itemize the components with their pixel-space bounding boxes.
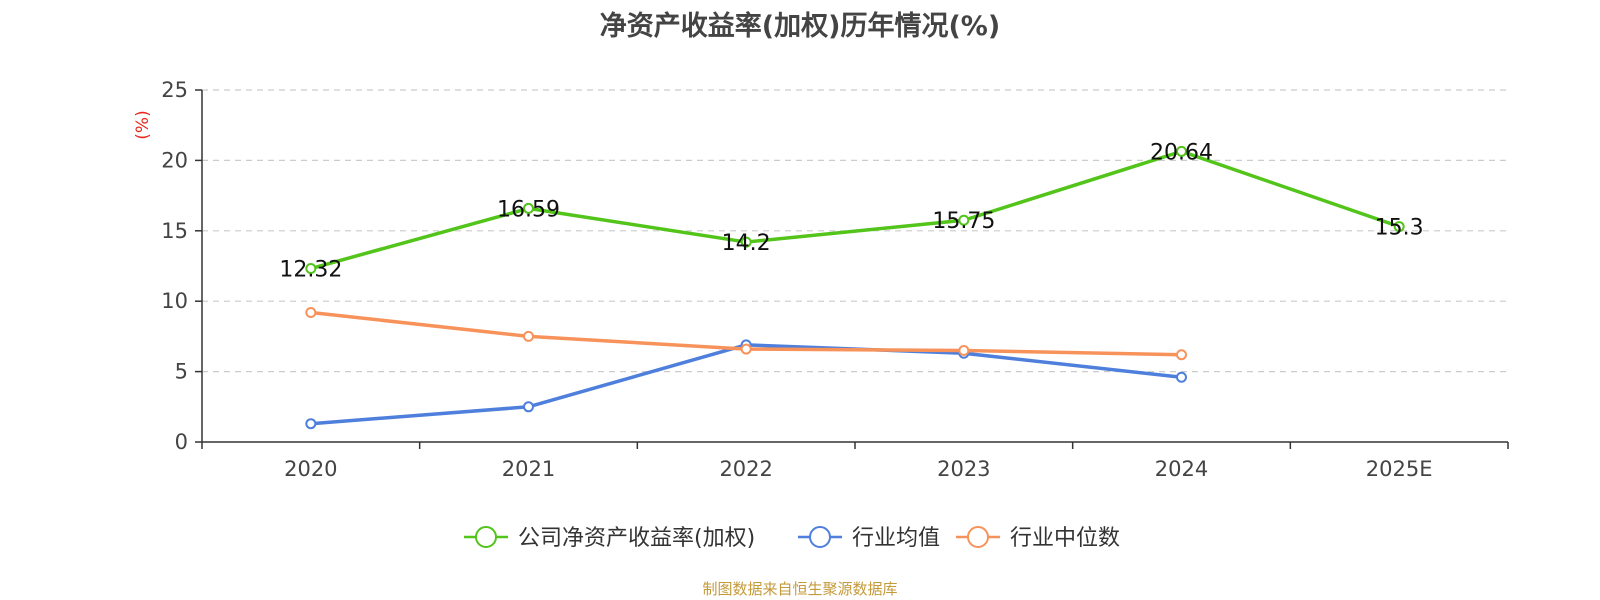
chart-title: 净资产收益率(加权)历年情况(%) (599, 11, 1001, 42)
legend-item-3[interactable]: 行业中位数 (956, 526, 1120, 551)
x-tick-label: 2023 (937, 457, 990, 481)
y-tick-label: 10 (161, 289, 188, 313)
y-tick-label: 15 (161, 219, 188, 243)
legend-circle-icon (809, 526, 831, 548)
x-tick-label: 2025E (1366, 457, 1433, 481)
axis-layer: 0 5 10 15 20 25 (%) 2020 2021 2022 2023 2024 2025E (133, 78, 1509, 481)
data-point (1176, 145, 1187, 157)
data-point (958, 344, 970, 356)
series-line-2 (310, 343, 1182, 426)
data-point (1176, 371, 1187, 383)
y-axis-label: (%) (133, 110, 153, 139)
data-point (305, 263, 317, 275)
data-point (523, 401, 534, 413)
y-tick-label: 0 (175, 430, 188, 454)
legend-circle-icon (475, 526, 497, 548)
data-label: 16.59 (497, 197, 560, 222)
x-tick-label: 2022 (719, 457, 772, 481)
legend-circle-icon (967, 526, 989, 548)
label-layer: 12.32 16.59 14.2 15.75 20.64 15.3 (279, 140, 1423, 282)
data-point (740, 236, 752, 248)
legend-label: 行业中位数 (1010, 526, 1120, 551)
x-tick-label: 2020 (284, 457, 337, 481)
data-label: 14.2 (722, 231, 771, 256)
data-point (523, 330, 534, 342)
legend-label: 行业均值 (852, 526, 940, 551)
legend-item-1[interactable]: 公司净资产收益率(加权) (464, 526, 755, 551)
y-tick-label: 5 (175, 360, 188, 384)
source-note: 制图数据来自恒生聚源数据库 (702, 580, 898, 598)
y-tick-label: 20 (161, 148, 188, 172)
data-label: 12.32 (279, 258, 342, 283)
legend-item-2[interactable]: 行业均值 (798, 526, 940, 551)
data-point (305, 306, 317, 318)
series-layer (305, 145, 1405, 430)
x-tick-label: 2021 (502, 457, 555, 481)
data-point (305, 418, 317, 430)
data-point (1176, 349, 1187, 361)
data-label: 15.3 (1375, 216, 1424, 241)
data-label: 15.75 (932, 209, 995, 234)
data-label: 20.64 (1150, 140, 1213, 165)
x-tick-label: 2024 (1155, 457, 1208, 481)
data-point (740, 343, 752, 355)
legend-label: 公司净资产收益率(加权) (518, 526, 755, 551)
data-point (958, 214, 970, 226)
data-point (1393, 221, 1405, 233)
y-tick-label: 25 (161, 78, 188, 102)
data-point (523, 202, 534, 214)
series-line-1 (310, 149, 1400, 271)
legend[interactable]: 公司净资产收益率(加权) 行业均值 行业中位数 (464, 526, 1120, 551)
